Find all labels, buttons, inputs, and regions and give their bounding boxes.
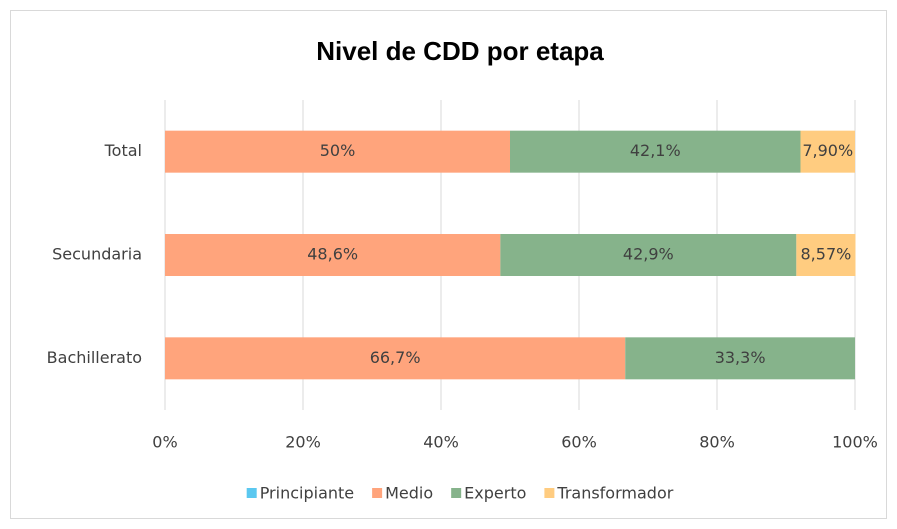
legend-swatch [544,488,555,498]
legend-label: Medio [385,484,433,503]
legend-label: Transformador [556,484,673,503]
legend-label: Experto [464,484,526,503]
legend-swatch [246,488,257,498]
chart-title: Nivel de CDD por etapa [316,36,604,66]
x-tick-label: 0% [152,433,177,452]
y-tick-label: Total [104,141,142,160]
bar-segment [500,234,797,276]
x-tick-label: 80% [699,433,735,452]
x-tick-label: 40% [423,433,459,452]
data-label: 42,1% [630,141,681,160]
y-tick-label: Bachillerato [47,348,142,367]
data-label: 48,6% [307,245,358,264]
x-tick-label: 100% [832,433,878,452]
bar-segment [165,337,626,380]
y-tick-label: Secundaria [52,245,142,264]
data-label: 66,7% [370,348,421,367]
bar-segment [165,234,501,276]
data-label: 8,57% [801,245,852,264]
bar-segment [165,130,510,173]
legend-swatch [372,488,383,498]
x-tick-label: 60% [561,433,597,452]
data-label: 7,90% [802,141,853,160]
data-label: 50% [320,141,356,160]
legend: Principiante Medio Experto Transformador [246,484,674,503]
bar-segment [796,234,856,276]
legend-swatch [451,488,462,498]
legend-label: Principiante [260,484,354,503]
bar-segment [625,337,855,380]
x-tick-label: 20% [285,433,321,452]
data-label: 42,9% [623,245,674,264]
bar-segment [510,130,801,173]
bar-segment [800,130,855,173]
data-label: 33,3% [715,348,766,367]
